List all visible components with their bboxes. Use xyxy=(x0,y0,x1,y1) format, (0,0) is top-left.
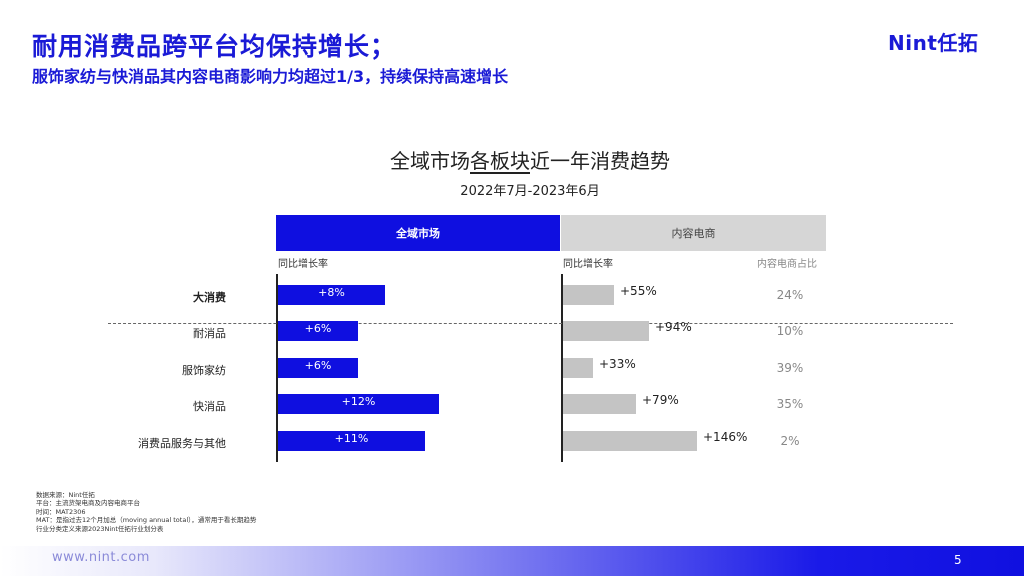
bar-all-market-label: +12% xyxy=(341,395,376,408)
footer-bar xyxy=(0,546,1024,576)
bar-content-ecommerce-label: +33% xyxy=(599,357,636,371)
bar-all-market-label: +8% xyxy=(318,286,345,299)
note-line: MAT：是指过去12个月加总（moving annual total），通常用于… xyxy=(36,516,257,525)
content-share-value: 10% xyxy=(776,324,804,338)
panel-header-content-ecommerce: 内容电商 xyxy=(561,215,826,251)
chart-title: 全域市场各板块近一年消费趋势 xyxy=(0,145,1024,174)
category-label: 大消费 xyxy=(193,291,226,304)
chart-title-part-3: 近一年消费趋势 xyxy=(530,149,670,173)
share-label: 内容电商占比 xyxy=(757,259,817,270)
bar-all-market-label: +6% xyxy=(304,359,332,372)
page-subtitle: 服饰家纺与快消品其内容电商影响力均超过1/3，持续保持高速增长 xyxy=(32,67,509,86)
bar-all-market xyxy=(278,431,425,451)
category-label: 快消品 xyxy=(193,400,226,413)
bar-content-ecommerce-label: +79% xyxy=(642,393,679,407)
content-share-value: 2% xyxy=(780,434,800,448)
footer-url[interactable]: www.nint.com xyxy=(52,550,150,565)
right-axis-line xyxy=(561,274,563,462)
brand-logo: Nint任拓 xyxy=(888,31,979,55)
bar-all-market xyxy=(278,321,358,341)
bar-content-ecommerce-label: +146% xyxy=(703,430,748,444)
bar-all-market xyxy=(278,358,358,378)
footnotes: 数据来源：Nint任拓 平台：主流货架电商及内容电商平台 时间：MAT2306 … xyxy=(36,491,256,533)
page-title: 耐用消费品跨平台均保持增长； xyxy=(32,32,397,61)
content-share-value: 39% xyxy=(776,361,804,375)
bar-all-market xyxy=(278,285,385,305)
bar-content-ecommerce xyxy=(563,394,636,414)
panel-header-all-market: 全域市场 xyxy=(276,215,560,251)
content-share-value: 35% xyxy=(776,397,804,411)
category-label: 消费品服务与其他 xyxy=(138,437,226,450)
left-axis-line xyxy=(276,274,278,462)
note-line: 时间：MAT2306 xyxy=(36,507,86,516)
note-line: 平台：主流货架电商及内容电商平台 xyxy=(36,499,140,508)
category-label: 耐消品 xyxy=(193,327,226,340)
bar-all-market-label: +6% xyxy=(304,322,332,335)
note-line: 行业分类定义来源2023Nint任拓行业划分表 xyxy=(36,524,164,533)
chart-title-part-2: 各板块 xyxy=(470,149,530,173)
bar-content-ecommerce-label: +55% xyxy=(620,284,657,298)
separator-line xyxy=(108,323,953,324)
category-label: 服饰家纺 xyxy=(182,364,226,377)
bar-content-ecommerce xyxy=(563,321,649,341)
chart-title-part-1: 全域市场 xyxy=(390,149,470,173)
right-growth-label: 同比增长率 xyxy=(563,259,613,270)
left-growth-label: 同比增长率 xyxy=(278,259,328,270)
bar-content-ecommerce-label: +94% xyxy=(655,320,692,334)
note-line: 数据来源：Nint任拓 xyxy=(36,491,95,499)
bar-content-ecommerce xyxy=(563,285,614,305)
bar-all-market-label: +11% xyxy=(334,432,369,445)
bar-content-ecommerce xyxy=(563,358,593,378)
content-share-value: 24% xyxy=(776,288,804,302)
page-number: 5 xyxy=(954,553,962,567)
chart-subtitle: 2022年7月-2023年6月 xyxy=(460,184,600,199)
bar-all-market xyxy=(278,394,439,414)
bar-content-ecommerce xyxy=(563,431,697,451)
